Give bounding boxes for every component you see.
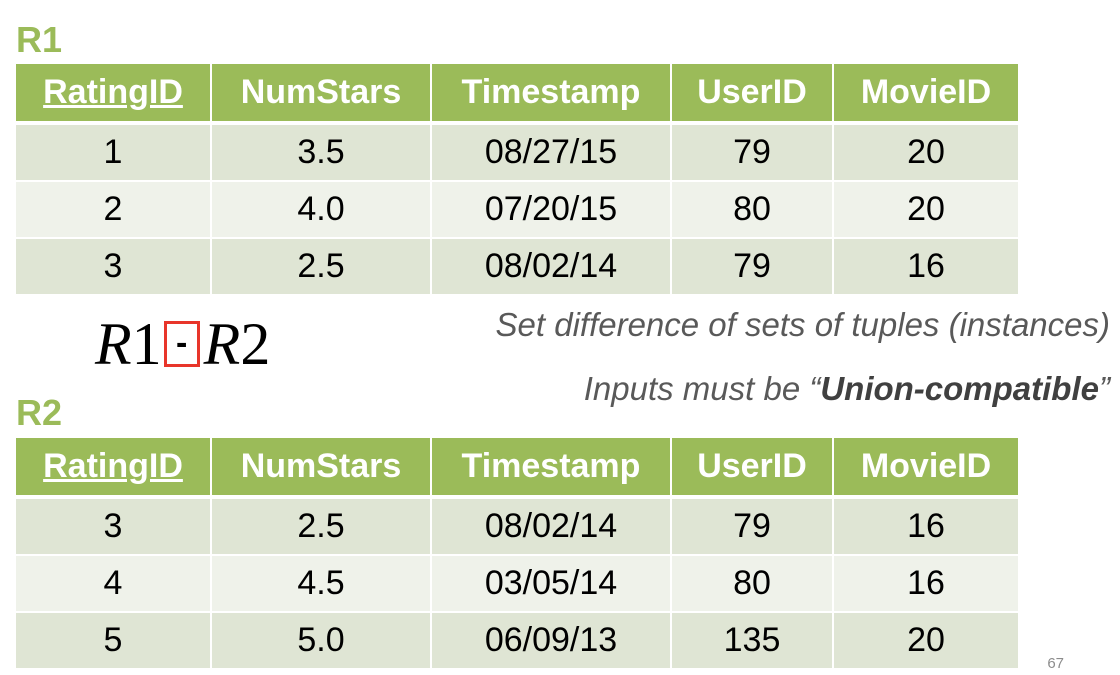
relation-r1-label: R1	[16, 19, 63, 60]
table-cell: 4.5	[210, 554, 432, 613]
table-row: 2 4.0 07/20/15 80 20	[14, 180, 1020, 239]
note-suffix: ”	[1099, 370, 1110, 407]
set-difference-description: Set difference of sets of tuples (instan…	[495, 306, 1110, 343]
table-cell: 07/20/15	[430, 180, 672, 239]
table-cell: 2.5	[210, 237, 432, 296]
table-row: 3 2.5 08/02/14 79 16	[14, 237, 1020, 296]
note-prefix: Inputs must be “	[583, 370, 821, 407]
table-cell: 20	[832, 180, 1020, 239]
formula-right-operand: R	[203, 311, 241, 377]
column-header-numstars: NumStars	[210, 62, 432, 125]
relation-r2-table: RatingID NumStars Timestamp UserID Movie…	[14, 436, 1020, 670]
union-compatible-note: Inputs must be “Union-compatible”	[584, 370, 1110, 408]
formula-right-index: 2	[240, 311, 271, 377]
formula-left-operand: R	[95, 311, 132, 377]
table-cell: 79	[670, 496, 834, 556]
table-cell: 80	[670, 180, 834, 239]
column-header-movieid: MovieID	[832, 436, 1020, 499]
table-cell: 5.0	[210, 611, 432, 670]
column-header-userid: UserID	[670, 62, 834, 125]
table-cell: 3	[14, 237, 212, 296]
table-cell: 20	[832, 122, 1020, 182]
table-cell: 1	[14, 122, 212, 182]
table-cell: 3	[14, 496, 212, 556]
column-header-timestamp: Timestamp	[430, 62, 672, 125]
table-cell: 20	[832, 611, 1020, 670]
column-header-ratingid: RatingID	[14, 62, 212, 125]
table-cell: 08/02/14	[430, 496, 672, 556]
table-cell: 03/05/14	[430, 554, 672, 613]
column-header-timestamp: Timestamp	[430, 436, 672, 499]
table-cell: 4.0	[210, 180, 432, 239]
table-row: 5 5.0 06/09/13 135 20	[14, 611, 1020, 670]
column-header-movieid: MovieID	[832, 62, 1020, 125]
column-header-numstars: NumStars	[210, 436, 432, 499]
table-cell: 08/27/15	[430, 122, 672, 182]
table-cell: 135	[670, 611, 834, 670]
note-emphasis: Union-compatible	[820, 370, 1099, 407]
column-header-ratingid: RatingID	[14, 436, 212, 499]
set-difference-formula: R1- R2	[95, 314, 270, 374]
table-cell: 2.5	[210, 496, 432, 556]
table-cell: 79	[670, 122, 834, 182]
table-row: 1 3.5 08/27/15 79 20	[14, 122, 1020, 182]
column-header-userid: UserID	[670, 436, 834, 499]
table-cell: 79	[670, 237, 834, 296]
table-header-row: RatingID NumStars Timestamp UserID Movie…	[14, 436, 1020, 499]
table-cell: 16	[832, 496, 1020, 556]
relation-r2-label: R2	[16, 392, 63, 433]
table-cell: 16	[832, 554, 1020, 613]
table-header-row: RatingID NumStars Timestamp UserID Movie…	[14, 62, 1020, 125]
table-cell: 16	[832, 237, 1020, 296]
table-cell: 4	[14, 554, 212, 613]
minus-operator-box: -	[163, 321, 200, 368]
table-cell: 08/02/14	[430, 237, 672, 296]
slide-page-number: 67	[1047, 655, 1064, 672]
relation-r1-table: RatingID NumStars Timestamp UserID Movie…	[14, 62, 1020, 296]
formula-left-index: 1	[131, 311, 162, 377]
table-cell: 3.5	[210, 122, 432, 182]
table-cell: 06/09/13	[430, 611, 672, 670]
table-row: 4 4.5 03/05/14 80 16	[14, 554, 1020, 613]
table-cell: 80	[670, 554, 834, 613]
table-row: 3 2.5 08/02/14 79 16	[14, 496, 1020, 556]
table-cell: 5	[14, 611, 212, 670]
table-cell: 2	[14, 180, 212, 239]
